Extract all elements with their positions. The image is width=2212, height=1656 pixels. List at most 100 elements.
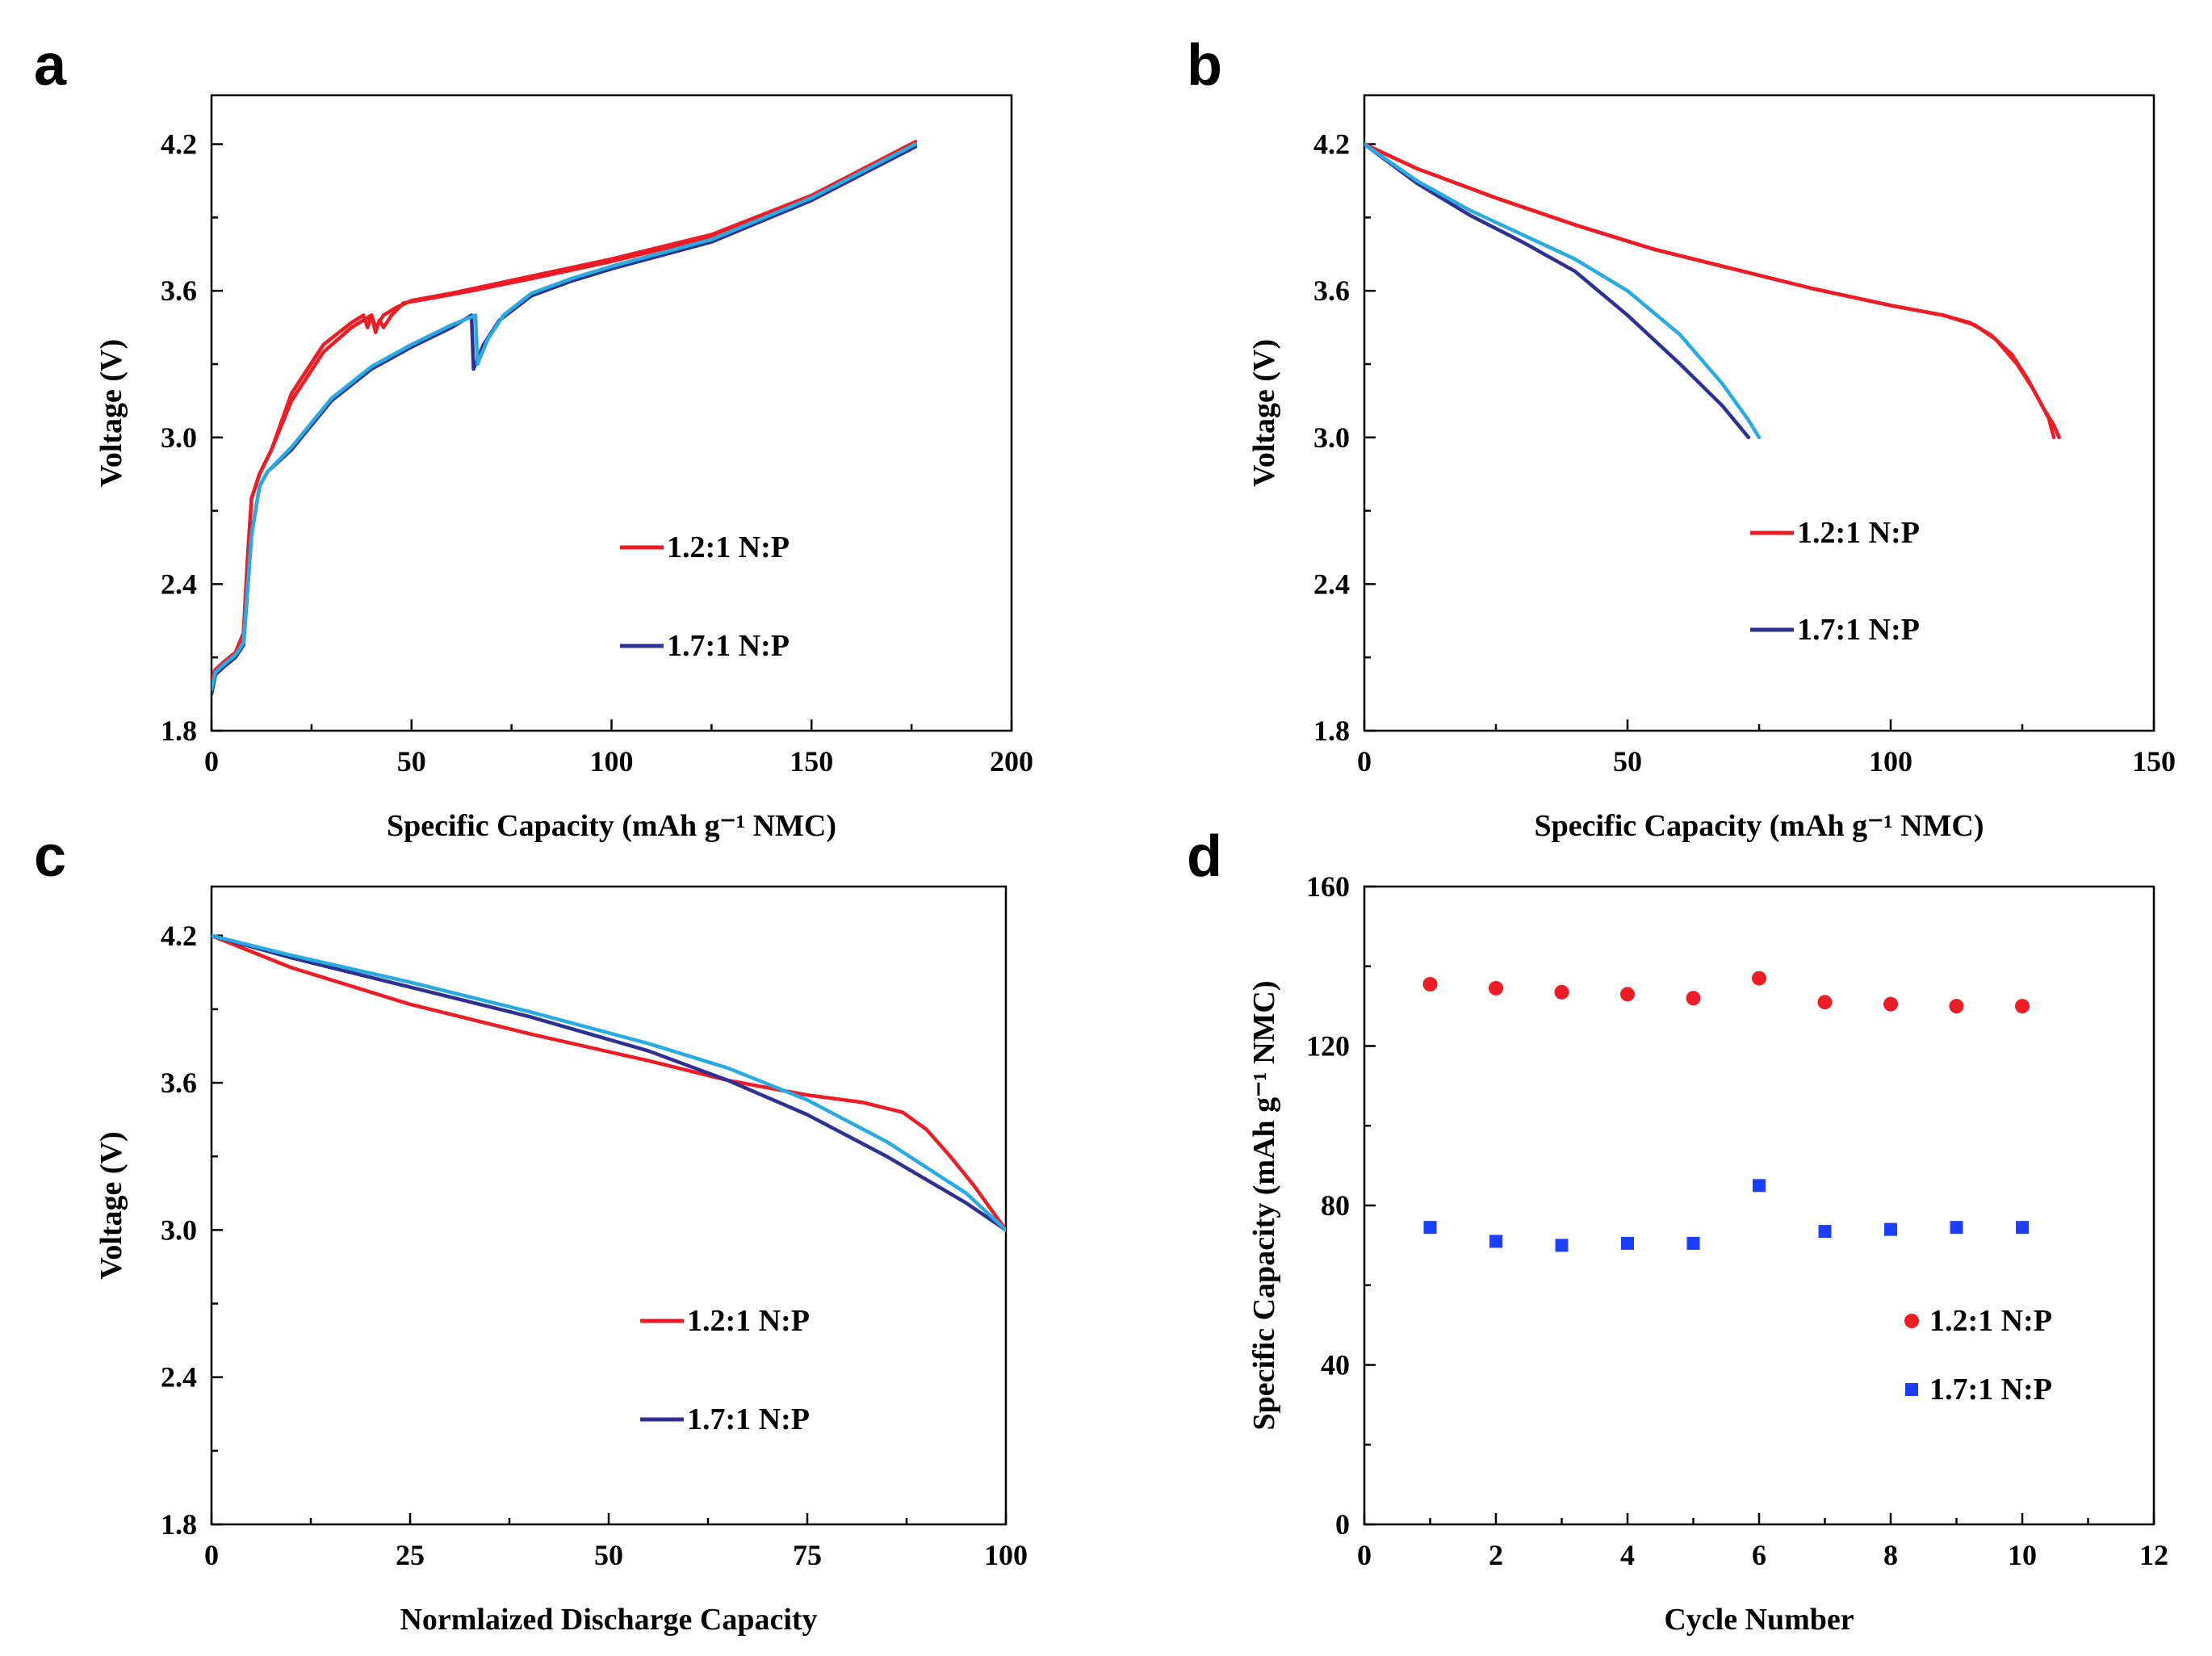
series-line-1	[212, 933, 1006, 1232]
x-axis-label: Normlaized Discharge Capacity	[400, 1603, 817, 1637]
y-tick-label: 3.0	[1313, 421, 1350, 454]
y-tick-label: 3.6	[161, 1067, 197, 1099]
series-line-1	[212, 140, 918, 679]
x-tick-label: 0	[1357, 1539, 1372, 1571]
data-point-square	[1950, 1221, 1963, 1235]
legend-square-swatch	[1905, 1383, 1918, 1396]
panel-letter: b	[1187, 33, 1222, 98]
y-tick-label: 3.0	[161, 1214, 197, 1246]
x-tick-label: 100	[984, 1539, 1028, 1571]
x-tick-label: 0	[204, 1539, 219, 1571]
data-point-square	[1818, 1225, 1832, 1239]
x-tick-label: 150	[2132, 745, 2176, 778]
x-tick-label: 0	[204, 745, 219, 778]
x-tick-label: 25	[396, 1539, 425, 1571]
data-point-circle	[1752, 971, 1766, 986]
data-point-circle	[1620, 987, 1635, 1002]
y-tick-label: 3.0	[161, 421, 197, 454]
y-axis-label: Voltage (V)	[94, 339, 128, 487]
plot-area	[1364, 142, 2061, 440]
legend-label: 1.7:1 N:P	[687, 1402, 810, 1436]
x-tick-label: 2	[1489, 1539, 1503, 1571]
y-tick-label: 160	[1306, 870, 1350, 903]
series-line-2	[212, 933, 1006, 1232]
y-tick-label: 1.8	[161, 1508, 197, 1541]
data-point-circle	[1554, 984, 1569, 1000]
data-point-circle	[1883, 996, 1898, 1012]
x-tick-label: 10	[2008, 1539, 2037, 1571]
x-axis-label: Cycle Number	[1664, 1603, 1854, 1637]
plot-area	[1422, 971, 2030, 1252]
series-line-0	[212, 933, 1006, 1232]
x-axis-label: Specific Capacity (mAh g⁻¹ NMC)	[387, 809, 836, 843]
y-tick-label: 80	[1321, 1189, 1350, 1222]
plot-frame	[210, 94, 1013, 732]
panel-letter: a	[34, 33, 67, 98]
y-tick-label: 2.4	[1313, 568, 1350, 600]
y-tick-label: 4.2	[161, 920, 197, 952]
y-tick-label: 1.8	[161, 715, 197, 747]
plot-area	[212, 933, 1006, 1232]
legend-label: 1.7:1 N:P	[667, 629, 790, 663]
series-line-3	[1364, 142, 1762, 440]
series-line-0	[212, 142, 918, 684]
legend-label: 1.7:1 N:P	[1797, 613, 1920, 647]
plot-frame	[1363, 94, 2155, 732]
panel-letter: d	[1187, 824, 1222, 889]
plot-frame	[210, 885, 1008, 1526]
x-tick-label: 0	[1357, 745, 1372, 778]
x-tick-label: 8	[1883, 1539, 1898, 1571]
data-point-square	[1753, 1179, 1766, 1193]
x-tick-label: 4	[1620, 1539, 1635, 1571]
legend-label: 1.2:1 N:P	[667, 530, 790, 564]
y-axis-label: Voltage (V)	[94, 1131, 128, 1279]
data-point-square	[1884, 1222, 1897, 1236]
series-line-3	[212, 142, 918, 691]
legend-label: 1.2:1 N:P	[1929, 1304, 2052, 1338]
y-tick-label: 120	[1306, 1030, 1350, 1063]
data-point-circle	[2015, 999, 2030, 1014]
legend-circle-swatch	[1904, 1314, 1919, 1328]
data-point-square	[1686, 1236, 1700, 1250]
x-tick-label: 75	[793, 1539, 822, 1571]
y-tick-label: 2.4	[161, 568, 197, 600]
panel-b: b 1.8 2.4 3.0 3.6 4.2 0 50 100 150 Specific Capaci…	[1187, 33, 2176, 843]
data-point-square	[1621, 1236, 1634, 1250]
y-axis-label: Specific Capacity (mAh g⁻¹ NMC)	[1247, 980, 1281, 1430]
series-line-2	[212, 145, 918, 696]
x-tick-label: 100	[590, 745, 634, 778]
x-tick-label: 100	[1869, 745, 1912, 778]
y-tick-label: 1.8	[1313, 715, 1350, 747]
x-tick-label: 200	[990, 745, 1033, 778]
x-tick-label: 50	[1613, 745, 1642, 778]
panel-letter: c	[34, 824, 66, 889]
legend-label: 1.7:1 N:P	[1929, 1373, 2052, 1407]
data-point-circle	[1817, 995, 1833, 1010]
panel-c: c 1.8 2.4 3.0 3.6 4.2 0 25 50 75 100 Normlaized Dis…	[34, 824, 1028, 1637]
data-point-square	[2016, 1221, 2029, 1235]
data-point-circle	[1686, 991, 1701, 1006]
y-tick-label: 4.2	[1313, 128, 1350, 161]
legend-label: 1.2:1 N:P	[1797, 516, 1920, 550]
data-point-square	[1423, 1221, 1437, 1235]
legend-label: 1.2:1 N:P	[687, 1304, 810, 1338]
data-point-square	[1489, 1235, 1502, 1248]
x-axis-label: Specific Capacity (mAh g⁻¹ NMC)	[1534, 809, 1984, 843]
panel-d: d 0 40 80 120 160 0 2 4 6 8 10 12 Cycle Number Specifi…	[1187, 824, 2168, 1637]
data-point-circle	[1949, 999, 1964, 1014]
y-tick-label: 40	[1321, 1349, 1350, 1381]
y-tick-label: 0	[1335, 1508, 1350, 1541]
x-tick-label: 50	[397, 745, 426, 778]
plot-area	[212, 140, 918, 696]
data-point-circle	[1422, 976, 1438, 992]
x-tick-label: 6	[1752, 1539, 1766, 1571]
y-tick-label: 2.4	[161, 1361, 197, 1394]
x-tick-label: 150	[790, 745, 833, 778]
y-tick-label: 4.2	[161, 128, 197, 161]
series-line-1	[1364, 142, 2056, 440]
y-tick-label: 3.6	[1313, 275, 1350, 307]
series-line-2	[1364, 142, 1751, 440]
y-tick-label: 3.6	[161, 275, 197, 307]
panel-a: a 1.8 2.4 3.0 3.6 4.2 0 50 100 150 200 Specific Cap…	[34, 33, 1033, 843]
